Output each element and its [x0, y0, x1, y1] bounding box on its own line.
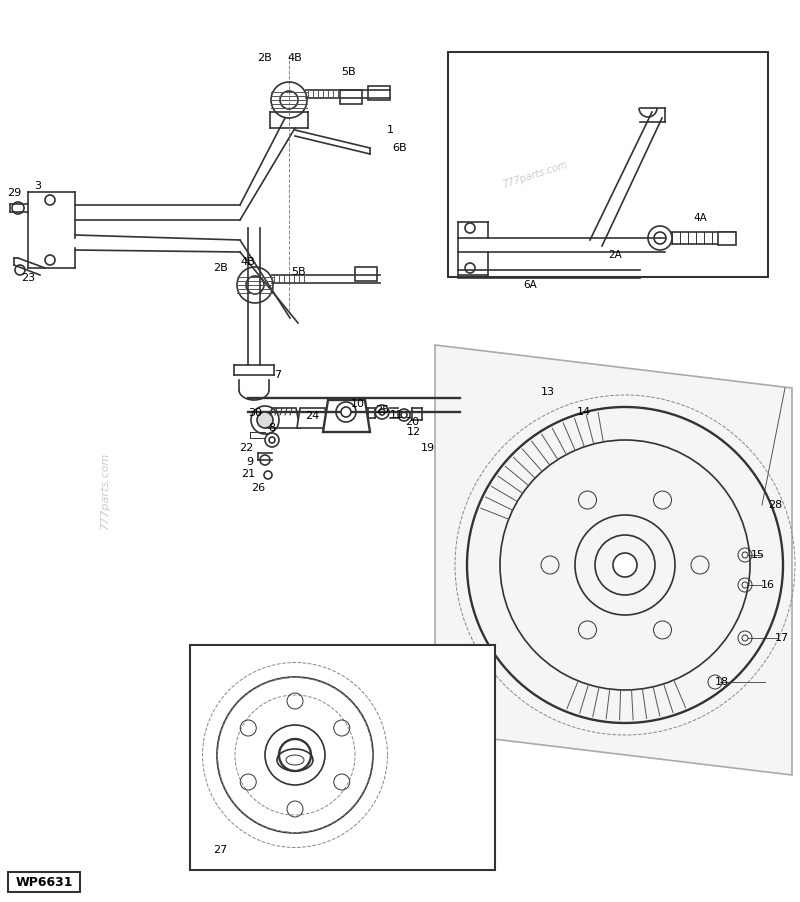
Circle shape [269, 437, 275, 443]
Bar [448, 52, 768, 277]
Text: 4B: 4B [241, 257, 255, 267]
Text: 15: 15 [751, 550, 765, 560]
Text: 6A: 6A [523, 280, 537, 290]
Text: 22: 22 [239, 443, 253, 453]
Text: WP6631: WP6631 [15, 876, 73, 888]
Text: 25: 25 [375, 405, 389, 415]
Bar [368, 86, 390, 100]
Text: 9: 9 [246, 457, 254, 467]
Text: 17: 17 [775, 633, 789, 643]
Text: 6B: 6B [393, 143, 407, 153]
Text: 21: 21 [241, 469, 255, 479]
Circle shape [613, 553, 637, 577]
Text: 2B: 2B [258, 53, 272, 63]
Circle shape [257, 412, 273, 428]
Bar [190, 645, 495, 870]
Polygon shape [323, 400, 370, 432]
Text: 4A: 4A [693, 213, 707, 223]
Text: 777parts.com: 777parts.com [501, 160, 569, 190]
Text: 19: 19 [421, 443, 435, 453]
Text: 4B: 4B [288, 53, 302, 63]
Text: 20: 20 [405, 417, 419, 427]
Text: 26: 26 [251, 483, 265, 493]
Text: 29: 29 [7, 188, 21, 198]
Text: 13: 13 [541, 387, 555, 397]
Text: 16: 16 [761, 580, 775, 590]
Polygon shape [435, 345, 792, 775]
Text: 28: 28 [768, 500, 782, 510]
Text: 7: 7 [274, 370, 282, 380]
Text: 8: 8 [269, 423, 275, 433]
Text: 11: 11 [390, 410, 404, 420]
Text: 30: 30 [248, 408, 262, 418]
Circle shape [341, 407, 351, 417]
Polygon shape [268, 408, 300, 428]
Text: 1: 1 [386, 125, 394, 135]
Text: 5B: 5B [341, 67, 355, 77]
Bar [340, 90, 362, 104]
Text: 18: 18 [715, 677, 729, 687]
Text: 10: 10 [351, 399, 365, 409]
Text: 2A: 2A [608, 250, 622, 260]
Bar [718, 232, 736, 245]
Polygon shape [297, 408, 328, 428]
Bar [355, 267, 377, 281]
Text: 14: 14 [577, 407, 591, 417]
Text: 777parts.com: 777parts.com [100, 451, 110, 529]
Text: 12: 12 [407, 427, 421, 437]
Text: 5B: 5B [290, 267, 306, 277]
FancyBboxPatch shape [8, 872, 80, 892]
Text: 23: 23 [21, 273, 35, 283]
Text: 27: 27 [213, 845, 227, 855]
Text: 3: 3 [34, 181, 42, 191]
Text: 2B: 2B [213, 263, 227, 273]
Text: 24: 24 [305, 411, 319, 421]
